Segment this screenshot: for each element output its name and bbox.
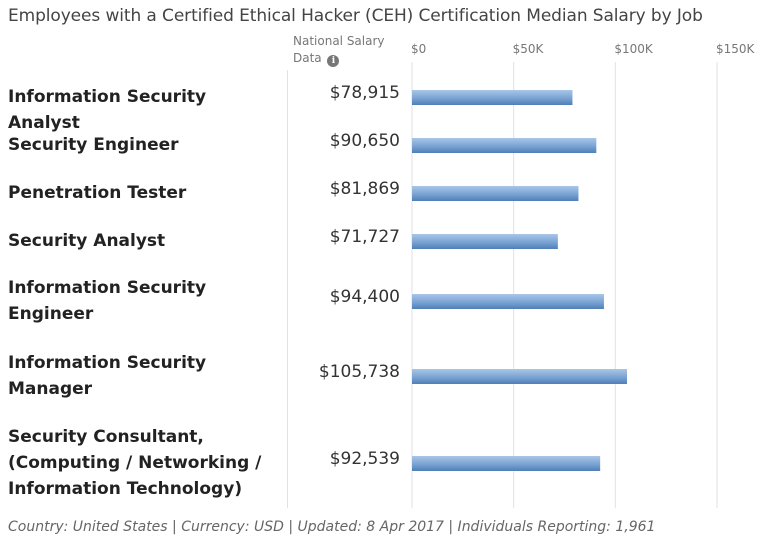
- salary-bar[interactable]: [412, 234, 558, 249]
- job-label-line: Security Consultant,: [8, 427, 204, 447]
- job-label[interactable]: Information Security Engineer: [8, 275, 283, 327]
- salary-bar[interactable]: [412, 90, 573, 105]
- job-label[interactable]: Information Security Manager: [8, 350, 283, 402]
- x-tick-label: $100K: [614, 42, 654, 56]
- column-divider: [287, 70, 288, 508]
- salary-bar[interactable]: [412, 369, 628, 384]
- job-label[interactable]: Security Consultant, (Computing / Network…: [8, 424, 283, 502]
- job-label[interactable]: Security Engineer: [8, 132, 283, 158]
- job-label-line: (Computing / Networking /: [8, 453, 262, 473]
- info-icon[interactable]: i: [327, 55, 340, 67]
- salary-value: $105,738: [318, 362, 400, 382]
- value-column-header-text: National Salary Data: [293, 34, 385, 65]
- salary-value: $81,869: [329, 179, 400, 199]
- job-label-line: Information Security: [8, 278, 207, 298]
- chart-footer: Country: United States | Currency: USD |…: [8, 519, 656, 535]
- salary-value: $92,539: [329, 449, 400, 469]
- salary-bar[interactable]: [412, 186, 579, 201]
- salary-bar[interactable]: [412, 294, 604, 309]
- job-label[interactable]: Security Analyst: [8, 228, 283, 254]
- job-label-line: Security Engineer: [8, 135, 179, 155]
- value-column-header: National Salary Data i: [293, 33, 403, 67]
- salary-value: $78,915: [329, 83, 400, 103]
- job-label-line: Information Technology): [8, 479, 243, 499]
- job-label-line: Penetration Tester: [8, 183, 187, 203]
- chart-title: Employees with a Certified Ethical Hacke…: [8, 6, 703, 26]
- job-label-line: Information Security: [8, 353, 207, 373]
- x-tick-label: $150K: [716, 42, 756, 56]
- job-label[interactable]: Information Security Analyst: [8, 84, 283, 136]
- job-label[interactable]: Penetration Tester: [8, 180, 283, 206]
- job-label-line: Engineer: [8, 304, 94, 324]
- salary-bar[interactable]: [412, 138, 597, 153]
- x-tick-label: $0: [411, 42, 426, 56]
- job-label-line: Security Analyst: [8, 231, 166, 251]
- job-label-line: Information Security Analyst: [8, 87, 207, 133]
- salary-value: $94,400: [329, 287, 400, 307]
- job-label-line: Manager: [8, 379, 93, 399]
- salary-value: $71,727: [329, 227, 400, 247]
- salary-value: $90,650: [329, 131, 400, 151]
- x-tick-label: $50K: [513, 42, 545, 56]
- salary-bar[interactable]: [412, 456, 601, 471]
